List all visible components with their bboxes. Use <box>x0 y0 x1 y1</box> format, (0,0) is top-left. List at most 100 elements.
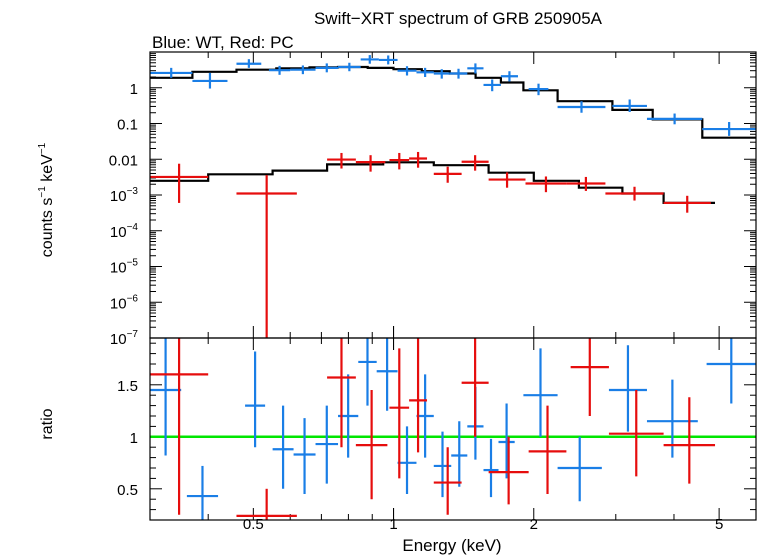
spectrum-point-pc <box>461 155 489 171</box>
spectrum-point-wt <box>612 99 647 112</box>
ratio-point-wt <box>358 338 377 406</box>
x-tick-label: 2 <box>530 516 538 533</box>
ratio-point-wt <box>150 338 182 456</box>
tick-base: 10 <box>110 224 127 241</box>
spectrum-point-wt <box>483 79 501 92</box>
ratio-y-axis-label: ratio <box>39 408 56 439</box>
tick-exponent: −3 <box>127 186 139 197</box>
tick-base: 10 <box>110 331 127 348</box>
ratio-point-wt <box>293 418 316 494</box>
spectrum-point-wt <box>290 65 316 75</box>
spectrum-point-pc <box>525 176 567 193</box>
ratio-point-pc <box>663 397 716 484</box>
spectrum-point-pc <box>433 166 462 183</box>
spectrum-point-wt <box>449 68 468 79</box>
tick-base: 10 <box>110 188 127 205</box>
spectrum-point-pc <box>236 175 297 338</box>
tick-exponent: −4 <box>127 222 139 233</box>
ratio-point-wt <box>498 403 515 479</box>
spectrum-y-tick-label: 10−5 <box>110 258 139 277</box>
ratio-point-wt <box>376 338 398 411</box>
spectrum-point-pc <box>566 176 606 191</box>
ratio-point-pc <box>409 338 428 453</box>
ylabel-kev: keV <box>39 154 56 186</box>
spectrum-point-wt <box>236 59 262 68</box>
spectrum-point-wt <box>557 101 606 113</box>
spectrum-point-wt <box>192 72 228 89</box>
ratio-point-wt <box>557 436 602 502</box>
spectrum-point-pc <box>605 186 664 201</box>
spectrum-panel-frame <box>149 51 757 339</box>
spectrum-point-wt <box>268 65 291 75</box>
spectrum-point-pc <box>355 155 386 172</box>
ratio-panel <box>149 338 757 520</box>
ratio-point-wt <box>608 345 647 432</box>
spectrum-point-wt <box>528 83 549 96</box>
ratio-point-pc <box>570 338 609 416</box>
spectrum-point-wt <box>150 67 193 78</box>
spectrum-point-wt <box>397 66 417 76</box>
spectrum-point-wt <box>378 55 398 65</box>
ratio-point-pc <box>433 447 462 515</box>
ratio-point-wt <box>451 421 468 487</box>
ratio-point-pc <box>236 488 297 520</box>
ratio-point-pc <box>389 348 410 479</box>
ratio-point-wt <box>483 438 499 498</box>
spectrum-point-pc <box>389 152 410 170</box>
spectrum-point-wt <box>416 67 434 77</box>
ratio-point-wt <box>272 405 294 489</box>
tick-base: 10 <box>110 295 127 312</box>
ylabel-exp-2: −1 <box>37 142 48 154</box>
spectrum-point-pc <box>409 151 428 168</box>
ratio-point-wt <box>397 426 417 494</box>
spectrum-point-pc <box>150 163 209 203</box>
spectrum-y-tick-label: 0.1 <box>117 117 138 134</box>
spectrum-y-tick-label: 10−3 <box>110 186 139 205</box>
spectrum-panel <box>149 51 757 339</box>
ylabel-counts: counts s <box>39 198 56 258</box>
spectrum-y-tick-label: 0.01 <box>109 152 138 169</box>
spectrum-point-pc <box>327 152 356 169</box>
tick-base: 10 <box>110 260 127 277</box>
ratio-point-wt <box>706 338 756 404</box>
x-tick-label: 0.5 <box>243 516 264 533</box>
spectrum-point-wt <box>702 122 756 136</box>
chart-subtitle: Blue: WT, Red: PC <box>152 33 294 52</box>
spectrum-point-wt <box>433 69 450 79</box>
ratio-point-pc <box>150 338 209 515</box>
spectrum-y-axis-label: counts s−1 keV−1 <box>37 142 56 257</box>
spectrum-point-wt <box>467 63 484 74</box>
chart-title: Swift−XRT spectrum of GRB 250905A <box>314 9 603 28</box>
ratio-point-pc <box>528 405 567 494</box>
spectrum-point-pc <box>488 172 526 188</box>
ylabel-exp-1: −1 <box>37 186 48 198</box>
ratio-point-pc <box>327 338 356 448</box>
ratio-point-wt <box>523 348 558 437</box>
x-axis-label: Energy (keV) <box>402 536 501 555</box>
model-step-line <box>150 65 756 139</box>
ratio-point-pc <box>355 390 388 500</box>
ratio-point-wt <box>186 465 219 520</box>
ratio-point-pc <box>461 338 489 437</box>
tick-exponent: −7 <box>127 329 139 340</box>
spectrum-y-tick-label: 10−7 <box>110 329 139 348</box>
x-tick-label: 5 <box>715 516 723 533</box>
spectrum-y-tick-label: 10−6 <box>110 293 139 312</box>
spectrum-point-wt <box>646 113 703 125</box>
ratio-y-tick-label: 1 <box>130 430 138 447</box>
ratio-point-wt <box>245 351 266 448</box>
spectrum-y-tick-label: 10−4 <box>110 222 139 241</box>
ratio-point-wt <box>416 374 434 458</box>
spectrum-y-tick-label: 1 <box>130 81 138 98</box>
ratio-panel-frame <box>149 337 757 521</box>
spectrum-point-pc <box>663 195 711 213</box>
tick-exponent: −5 <box>127 258 139 269</box>
spectrum-point-wt <box>500 71 518 82</box>
ratio-y-tick-label: 0.5 <box>117 482 138 499</box>
spectrum-point-wt <box>315 63 339 73</box>
tick-exponent: −6 <box>127 293 139 304</box>
x-tick-label: 1 <box>389 516 397 533</box>
model-step-line <box>150 161 715 204</box>
ratio-point-pc <box>488 436 529 505</box>
